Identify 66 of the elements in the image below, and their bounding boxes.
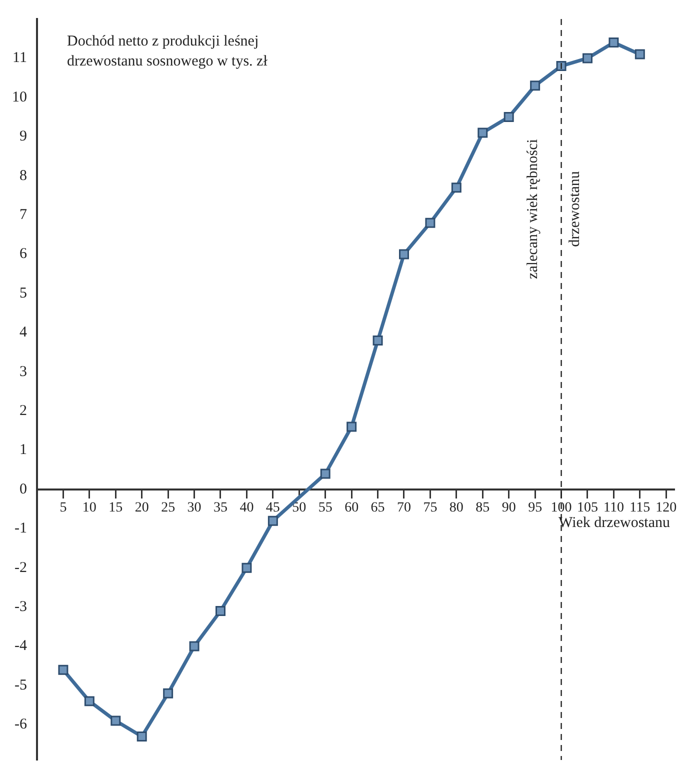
x-tick-label: 115 bbox=[630, 500, 650, 516]
point bbox=[189, 641, 200, 652]
y-tick-label: 3 bbox=[20, 364, 27, 380]
point bbox=[372, 336, 383, 346]
point bbox=[478, 128, 488, 138]
y-tick-label: -2 bbox=[14, 560, 27, 576]
point bbox=[216, 606, 226, 616]
y-tick-label: 0 bbox=[20, 481, 27, 498]
point bbox=[451, 182, 462, 193]
y-tick-label: 9 bbox=[20, 128, 27, 145]
point bbox=[84, 696, 94, 706]
point bbox=[268, 516, 278, 526]
x-tick-label: 35 bbox=[214, 500, 228, 516]
point bbox=[58, 664, 68, 675]
x-tick-label: 100 bbox=[550, 500, 572, 516]
x-tick-label: 65 bbox=[370, 500, 385, 516]
x-tick-label: 5 bbox=[60, 500, 67, 516]
x-tick-label: 45 bbox=[266, 500, 280, 516]
y-tick-label: 1 bbox=[20, 442, 27, 458]
point bbox=[530, 80, 540, 91]
x-tick-label: 70 bbox=[396, 500, 411, 516]
y-tick-label: 8 bbox=[20, 168, 27, 184]
y-tick-label: 5 bbox=[20, 285, 27, 302]
x-tick-label: 60 bbox=[344, 500, 359, 516]
x-tick-label: 25 bbox=[161, 500, 176, 516]
y-tick-label: 11 bbox=[12, 50, 27, 66]
x-tick-label: 20 bbox=[134, 500, 149, 516]
x-tick-label: 95 bbox=[528, 500, 542, 516]
y-tick-label: 7 bbox=[20, 206, 28, 223]
x-axis-title: Wiek drzewostanu bbox=[558, 514, 670, 531]
point bbox=[504, 112, 514, 122]
x-tick-label: 10 bbox=[82, 500, 96, 516]
y-tick-label: -4 bbox=[14, 638, 28, 654]
y-axis-title: Dochód netto z produkcji leśnej drzewostanu sosnowego w tys. zł bbox=[67, 33, 268, 70]
x-tick-label: 120 bbox=[656, 500, 677, 516]
text: zalecany wiek rębności drzewostanu bbox=[525, 139, 584, 279]
point bbox=[346, 422, 357, 432]
x-tick-label: 75 bbox=[423, 500, 438, 516]
point bbox=[425, 218, 436, 228]
point bbox=[582, 53, 592, 64]
y-tick-label: -3 bbox=[14, 599, 27, 616]
point bbox=[320, 468, 330, 479]
point bbox=[242, 562, 252, 573]
x-tick-label: 15 bbox=[108, 500, 123, 516]
x-tick-label: 85 bbox=[476, 500, 490, 516]
x-tick-label: 80 bbox=[449, 500, 464, 516]
x-tick-label: 110 bbox=[603, 500, 624, 516]
y-tick-label: 2 bbox=[20, 403, 27, 419]
x-tick-label: 105 bbox=[576, 500, 598, 516]
x-tick-label: 50 bbox=[292, 500, 306, 516]
y-tick-label: 6 bbox=[20, 246, 28, 262]
x-tick-label: 30 bbox=[187, 500, 202, 516]
point bbox=[110, 716, 121, 726]
point bbox=[163, 688, 174, 698]
point bbox=[608, 38, 619, 48]
y-tick-label: 10 bbox=[12, 89, 27, 106]
y-tick-label: -1 bbox=[14, 520, 27, 537]
point bbox=[136, 731, 147, 742]
x-tick-label: 90 bbox=[502, 500, 516, 516]
y-tick-label: -6 bbox=[14, 716, 28, 733]
x-tick-label: 40 bbox=[240, 500, 254, 516]
point bbox=[399, 249, 409, 260]
x-tick-label: 55 bbox=[318, 500, 332, 516]
y-tick-label: 4 bbox=[20, 324, 28, 341]
y-tick-label: -5 bbox=[14, 677, 27, 694]
point bbox=[634, 49, 645, 60]
